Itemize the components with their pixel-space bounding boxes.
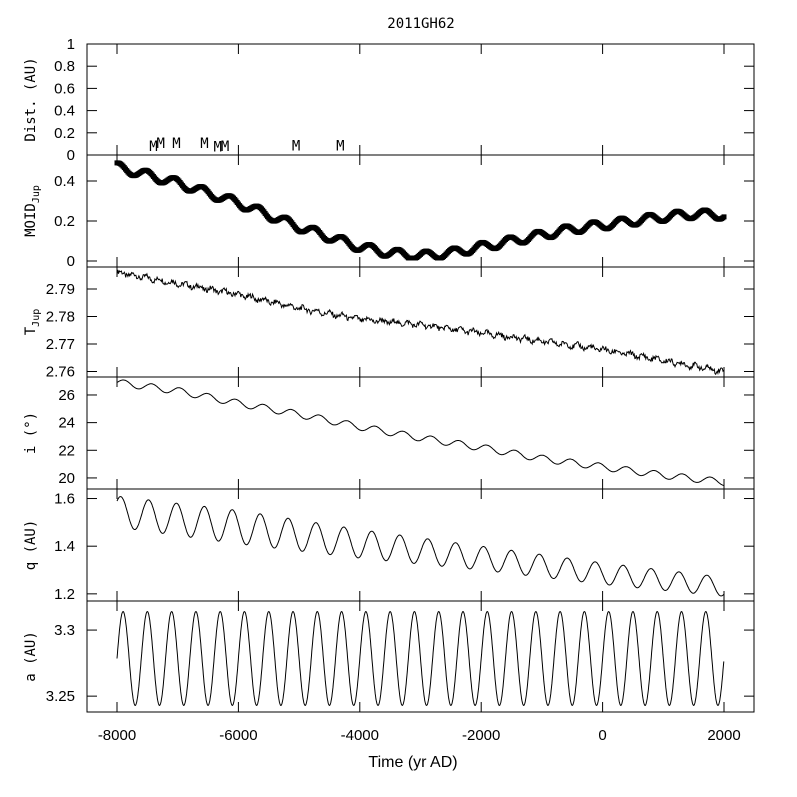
y-tick-label: 0.8: [54, 58, 75, 75]
panel-frame-a: [86, 600, 755, 713]
close-approach-marker: M: [214, 140, 222, 156]
y-tick-label: 24: [58, 415, 75, 432]
y-tick-label: 0.2: [54, 125, 75, 142]
chart-title: 2011GH62: [387, 16, 454, 32]
panel-frame-i: [86, 376, 755, 490]
y-tick-label: 0: [67, 253, 75, 270]
y-tick-label: 20: [58, 470, 75, 487]
panel-frame-q: [86, 488, 755, 602]
close-approach-marker: M: [172, 136, 180, 152]
x-tick-label: -8000: [98, 727, 136, 744]
y-axis-title-i: i (°): [23, 412, 39, 454]
y-tick-label: 0.6: [54, 80, 75, 97]
semimajor-axis-line: [116, 611, 725, 706]
y-tick-label: 2.78: [46, 309, 75, 326]
y-tick-label: 3.25: [46, 688, 75, 705]
y-axis-title-dist: Dist. (AU): [23, 57, 39, 141]
panel-q: 1.2 1.4 1.6 q (AU): [23, 488, 755, 603]
y-tick-label: 0: [67, 147, 75, 164]
y-tick-label: 1: [67, 36, 75, 53]
y-tick-label: 1.4: [54, 538, 75, 555]
x-tick-label: -6000: [219, 727, 257, 744]
panel-i: 20 22 24 26 i (°): [23, 376, 755, 490]
x-tick-label: -2000: [462, 727, 500, 744]
inclination-line: [116, 379, 725, 486]
close-approach-marker: M: [336, 139, 344, 155]
y-tick-label: 2.79: [46, 281, 75, 298]
x-axis-title: Time (yr AD): [368, 754, 457, 771]
x-tick-label: 0: [598, 727, 606, 744]
y-axis-title-tjup: TJup: [23, 309, 42, 336]
y-tick-label: 0.4: [54, 103, 75, 120]
tjup-line: [116, 269, 725, 376]
close-approach-marker: M: [221, 139, 229, 155]
y-tick-label: 1.6: [54, 491, 75, 508]
y-tick-label: 2.76: [46, 364, 75, 381]
close-approach-marker: M: [292, 139, 300, 155]
y-tick-label: 22: [58, 442, 75, 459]
panel-a: 3.25 3.3 a (AU): [23, 600, 755, 713]
close-approach-marker: M: [149, 139, 157, 155]
x-tick-label: -4000: [341, 727, 379, 744]
y-tick-label: 26: [58, 387, 75, 404]
y-axis-title-subscript: Jup: [31, 309, 42, 327]
panel-moid: 0 0.2 0.4 MOIDJup: [23, 154, 755, 270]
y-axis-title-moid: MOIDJup: [23, 185, 42, 237]
y-tick-label: 3.3: [54, 622, 75, 639]
y-axis-title-q: q (AU): [23, 520, 39, 571]
panel-frame-dist: [86, 43, 755, 156]
y-tick-label: 1.2: [54, 586, 75, 603]
y-axis-title-subscript: Jup: [31, 185, 42, 203]
close-approach-marker: M: [156, 136, 164, 152]
perihelion-line: [116, 496, 725, 597]
y-axis-title-a: a (AU): [23, 631, 39, 682]
y-tick-label: 0.2: [54, 213, 75, 230]
x-tick-label: 2000: [707, 727, 740, 744]
close-approach-marker: M: [200, 136, 208, 152]
y-tick-label: 0.4: [54, 173, 75, 190]
y-tick-label: 2.77: [46, 336, 75, 353]
moid-point: [721, 214, 727, 220]
